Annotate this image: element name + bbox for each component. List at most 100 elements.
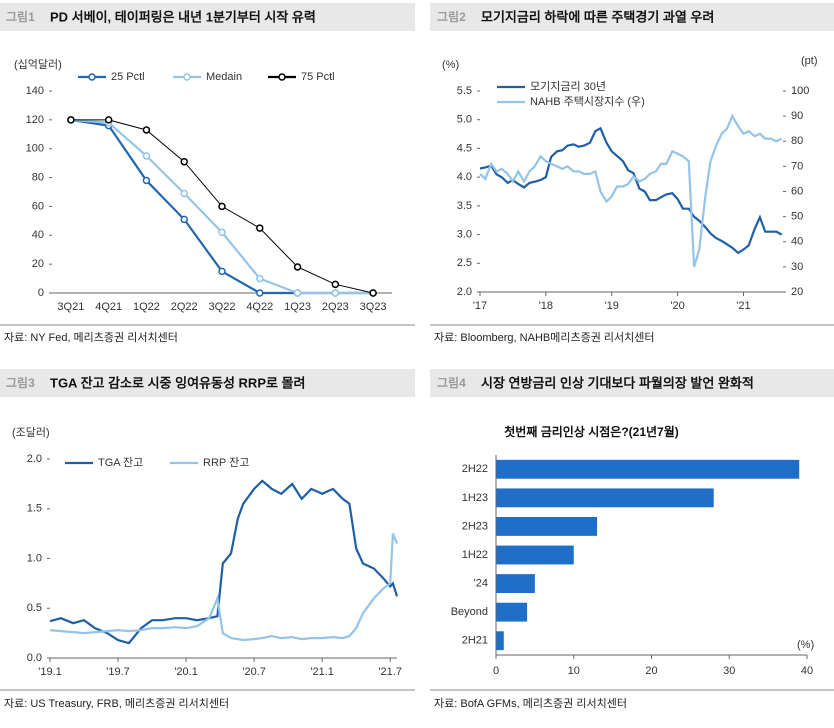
point — [67, 116, 75, 124]
y-tick-label: 5.0 — [457, 114, 472, 126]
bar — [496, 545, 574, 565]
point — [218, 267, 226, 276]
y2-tick-label: 50 — [791, 211, 803, 223]
x-tick-label: 30 — [723, 665, 735, 677]
point — [218, 228, 226, 237]
y2-axis-label: (pt) — [801, 55, 818, 67]
point — [142, 152, 151, 160]
y-tick-label: Beyond — [451, 606, 488, 618]
point — [256, 274, 264, 283]
panel-title: 시장 연방금리 인상 기대보다 파월의장 발언 완화적 — [481, 375, 754, 390]
x-tick-label: '18 — [539, 300, 553, 312]
y-tick-label: 2H22 — [462, 463, 488, 475]
point — [180, 189, 188, 198]
x-tick-label: '21.1 — [310, 666, 334, 678]
x-tick-label: 3Q22 — [209, 301, 236, 313]
source: 자료: US Treasury, FRB, 메리츠증권 리서치센터 — [4, 697, 229, 710]
y-tick-label: '24 — [474, 577, 488, 589]
point — [256, 289, 264, 297]
x-tick-label: 10 — [568, 665, 580, 677]
y-tick-label: 60 — [32, 200, 44, 212]
point — [180, 157, 188, 166]
x-tick-label: 1Q23 — [284, 301, 311, 313]
x-tick-label: 4Q21 — [95, 301, 122, 313]
y-tick-label: 2.0 — [457, 286, 472, 298]
figure-label: 그림3 — [6, 376, 35, 390]
y-tick-label: 1H22 — [462, 549, 488, 561]
point — [331, 280, 340, 289]
y2-tick-label: 100 — [791, 85, 809, 97]
y-tick-label: 1.0 — [27, 552, 42, 564]
y-tick-label: 140 — [26, 85, 44, 97]
y-axis-label: (%) — [442, 59, 459, 71]
y-tick-label: 3.0 — [457, 228, 472, 240]
x-tick-label: 3Q23 — [360, 301, 387, 313]
x-tick-label: 0 — [493, 665, 499, 677]
x-tick-label: 20 — [645, 665, 657, 677]
point — [293, 263, 302, 271]
series-line — [49, 479, 399, 645]
bar — [496, 631, 504, 651]
y-tick-label: 0.0 — [27, 652, 42, 664]
chart-title: 첫번째 금리인상 시점은?(21년7월) — [504, 424, 679, 439]
y2-tick-label: 70 — [791, 160, 803, 172]
x-tick-label: 2Q23 — [322, 301, 349, 313]
point — [104, 116, 113, 124]
y2-tick-label: 60 — [791, 185, 803, 197]
y2-tick-label: 80 — [791, 135, 803, 147]
panel-title: PD 서베이, 테이퍼링은 내년 1분기부터 시작 유력 — [50, 9, 316, 24]
header-bar — [430, 369, 834, 397]
bar — [496, 459, 800, 479]
bar — [496, 517, 598, 536]
point — [142, 126, 151, 134]
x-tick-label: 1Q22 — [133, 301, 160, 313]
legend-label: 25 Pctl — [111, 71, 145, 83]
y-tick-label: 2.0 — [27, 453, 42, 465]
x-tick-label: '19.7 — [106, 666, 130, 678]
y-tick-label: 20 — [32, 258, 44, 270]
header-bar — [0, 3, 415, 31]
x-tick-label: '20 — [670, 300, 684, 312]
x-tick-label: '21.7 — [378, 666, 402, 678]
y-tick-label: 0.5 — [27, 602, 42, 614]
y-tick-label: 40 — [32, 229, 44, 241]
y-tick-label: 2H21 — [462, 635, 488, 647]
point — [218, 202, 226, 211]
x-axis-label: (%) — [797, 639, 814, 651]
legend-label: 75 Pctl — [301, 71, 335, 83]
header-bar — [0, 369, 415, 397]
point — [293, 289, 302, 297]
y2-tick-label: 90 — [791, 110, 803, 122]
figure-label: 그림1 — [6, 10, 35, 24]
legend-label: RRP 잔고 — [203, 456, 249, 469]
bar — [496, 488, 714, 508]
point — [256, 224, 264, 232]
y-axis-label: (십억달러) — [14, 58, 62, 71]
panel-title: 모기지금리 하락에 따른 주택경기 과열 우려 — [481, 9, 714, 24]
y-tick-label: 4.5 — [457, 142, 472, 154]
y-tick-label: 0 — [38, 287, 44, 299]
series-line — [479, 113, 783, 268]
y-tick-label: 100 — [26, 143, 44, 155]
y-tick-label: 80 — [32, 171, 44, 183]
source: 자료: Bloomberg, NAHB메리츠증권 리서치센터 — [434, 331, 654, 344]
y-tick-label: 1.5 — [27, 503, 42, 515]
x-tick-label: '19.1 — [38, 666, 62, 678]
figure-label: 그림4 — [437, 376, 466, 390]
point — [369, 289, 377, 297]
x-tick-label: '20.7 — [242, 666, 266, 678]
series-line — [49, 533, 399, 642]
point — [180, 215, 188, 224]
y-tick-label: 3.5 — [457, 200, 472, 212]
legend-marker — [183, 73, 191, 81]
x-tick-label: '21 — [736, 300, 750, 312]
y-tick-label: 1H23 — [462, 492, 488, 504]
figure-label: 그림2 — [437, 10, 466, 24]
y-tick-label: 4.0 — [457, 171, 472, 183]
bar — [496, 574, 535, 593]
x-tick-label: 40 — [801, 665, 813, 677]
x-tick-label: '20.1 — [174, 666, 198, 678]
source: 자료: NY Fed, 메리츠증권 리서치센터 — [4, 331, 178, 344]
point — [142, 176, 151, 185]
